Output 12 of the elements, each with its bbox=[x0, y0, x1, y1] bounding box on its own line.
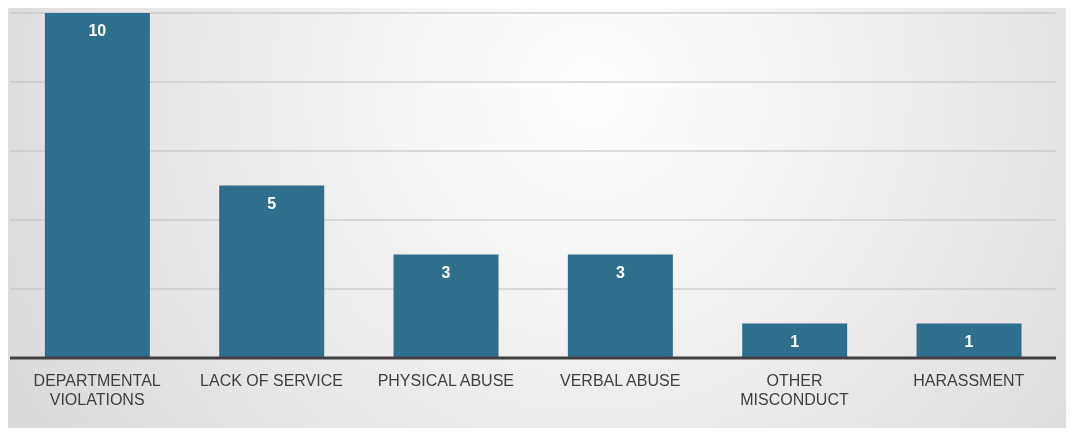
x-tick-label: VERBAL ABUSE bbox=[559, 372, 681, 389]
x-tick-label: LACK OF SERVICE bbox=[200, 372, 343, 389]
data-label: 3 bbox=[615, 263, 625, 281]
x-tick-label: OTHER MISCONDUCT bbox=[740, 372, 849, 408]
x-tick-label: HARASSMENT bbox=[913, 372, 1025, 389]
x-tick-label: PHYSICAL ABUSE bbox=[377, 372, 515, 389]
data-label: 10 bbox=[88, 22, 107, 40]
data-label: 5 bbox=[267, 194, 277, 212]
x-tick-label: DEPARTMENTAL VIOLATIONS bbox=[33, 372, 161, 408]
data-label: 1 bbox=[790, 332, 800, 350]
data-label: 1 bbox=[964, 332, 974, 350]
data-label: 3 bbox=[441, 263, 451, 281]
